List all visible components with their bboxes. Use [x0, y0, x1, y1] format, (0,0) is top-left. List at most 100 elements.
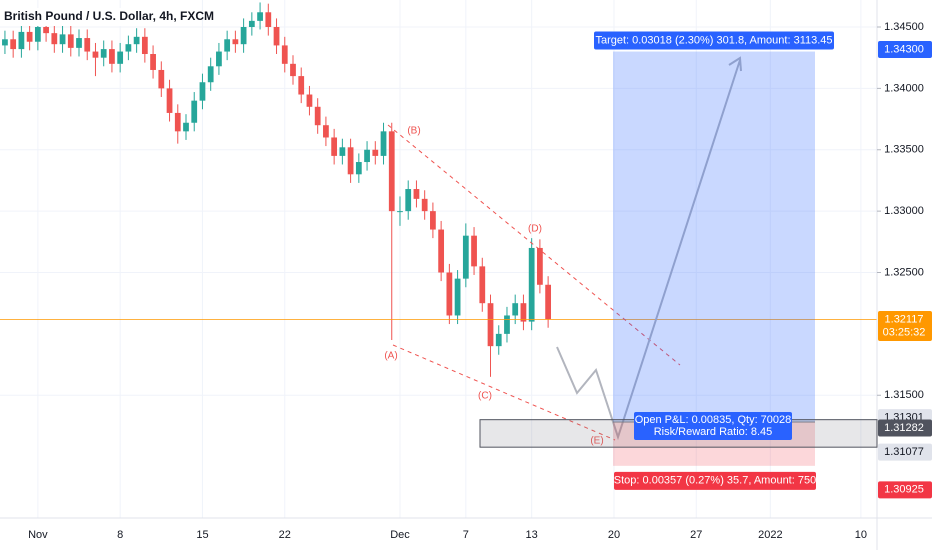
x-tick-label: 10	[855, 529, 867, 541]
pnl-label-bg	[634, 412, 792, 440]
candle-body	[199, 82, 206, 101]
price-badge	[878, 443, 932, 461]
candle-body	[405, 189, 412, 212]
price-badge-label: 1.30925	[884, 484, 924, 496]
candle-body	[34, 27, 41, 42]
trend-line	[392, 344, 616, 441]
projection-path	[556, 59, 741, 441]
projection-arrow	[728, 56, 742, 72]
candle-body	[504, 315, 510, 334]
candle-body	[100, 49, 107, 58]
candle-body	[125, 44, 132, 52]
candle-body	[372, 149, 379, 156]
wave-label: (B)	[407, 126, 420, 137]
candle-body	[430, 211, 436, 230]
wave-label: (C)	[478, 391, 492, 402]
candle-body	[166, 88, 173, 113]
countdown-label: 03:25:32	[883, 326, 926, 338]
plot	[0, 0, 877, 518]
stop-label: Stop: 0.00357 (0.27%) 35.7, Amount: 750	[614, 475, 816, 487]
candle-body	[174, 112, 181, 132]
title-bg	[2, 8, 170, 26]
candle-body	[323, 125, 329, 138]
y-tick-label: 1.31500	[884, 389, 924, 401]
candle-body	[43, 27, 49, 34]
candle-body	[141, 36, 148, 55]
price-badge	[878, 41, 932, 59]
candle-body	[191, 100, 198, 123]
candle-body	[421, 198, 428, 212]
candle-body	[495, 333, 502, 347]
candle-body	[438, 229, 445, 273]
candle-body	[355, 162, 362, 175]
wave-label: (E)	[590, 436, 603, 447]
x-tick-label: 7	[463, 529, 469, 541]
candle-body	[133, 36, 140, 45]
price-badge	[878, 311, 932, 342]
candle-body	[109, 49, 115, 64]
price-badge-label: 1.31077	[884, 446, 924, 458]
candle-body	[397, 211, 403, 213]
stop-label-bg	[614, 471, 816, 490]
price-badge-label: 1.31282	[884, 422, 924, 434]
x-tick-label: 2022	[758, 529, 782, 541]
candle-body	[462, 235, 469, 279]
candle-body	[479, 266, 486, 304]
chart-title: British Pound / U.S. Dollar, 4h, FXCM	[4, 9, 214, 23]
candle-body	[265, 12, 272, 28]
candle-body	[92, 51, 99, 58]
candle-body	[158, 69, 165, 89]
candle-body	[10, 39, 17, 50]
candle-body	[537, 247, 543, 285]
y-tick-label: 1.34000	[884, 82, 924, 94]
candle-body	[281, 45, 288, 64]
y-tick-label: 1.34500	[884, 21, 924, 33]
candle-body	[520, 303, 527, 322]
x-tick-label: 20	[608, 529, 620, 541]
candle-body	[290, 63, 296, 77]
candle-body	[51, 33, 58, 45]
candle-body	[216, 51, 222, 67]
x-tick-label: 27	[690, 529, 702, 541]
candle-body	[339, 147, 346, 156]
candle-body	[150, 54, 156, 70]
candle-body	[207, 66, 214, 83]
candle-body	[413, 189, 420, 199]
candle-body	[273, 27, 280, 46]
y-tick-label: 1.32500	[884, 266, 924, 278]
wave-label: (A)	[384, 351, 397, 362]
x-tick-label: 15	[196, 529, 208, 541]
price-badge	[878, 481, 932, 499]
x-tick-label: 8	[117, 529, 123, 541]
candle-body	[2, 39, 8, 46]
candle-body	[512, 303, 519, 316]
target-label: Target: 0.03018 (2.30%) 301.8, Amount: 3…	[595, 34, 832, 46]
candle-body	[59, 34, 66, 45]
candle-body	[487, 303, 494, 347]
price-badge-label: 1.34300	[884, 43, 924, 55]
candle-body	[117, 51, 124, 64]
candle-body	[84, 38, 91, 52]
candle-body	[454, 278, 461, 316]
candle-body	[298, 76, 305, 95]
candle-body	[183, 122, 189, 132]
candle-body	[528, 247, 535, 322]
candle-body	[67, 34, 74, 48]
candle-body	[471, 235, 477, 267]
candle-body	[545, 284, 552, 320]
candle-body	[257, 12, 263, 21]
candle-body	[446, 272, 453, 316]
y-tick-label: 1.33000	[884, 205, 924, 217]
target-label-bg	[594, 31, 834, 50]
candle-body	[306, 94, 313, 107]
candle-body	[314, 106, 321, 126]
candle-body	[388, 131, 395, 212]
price-badge-label: 1.32117	[885, 313, 924, 325]
price-badge	[878, 419, 932, 437]
x-tick-label: Nov	[28, 529, 48, 541]
candle-body	[76, 38, 82, 48]
trend-line	[387, 124, 681, 366]
rr-label: Risk/Reward Ratio: 8.45	[654, 426, 773, 438]
x-tick-label: 22	[279, 529, 291, 541]
